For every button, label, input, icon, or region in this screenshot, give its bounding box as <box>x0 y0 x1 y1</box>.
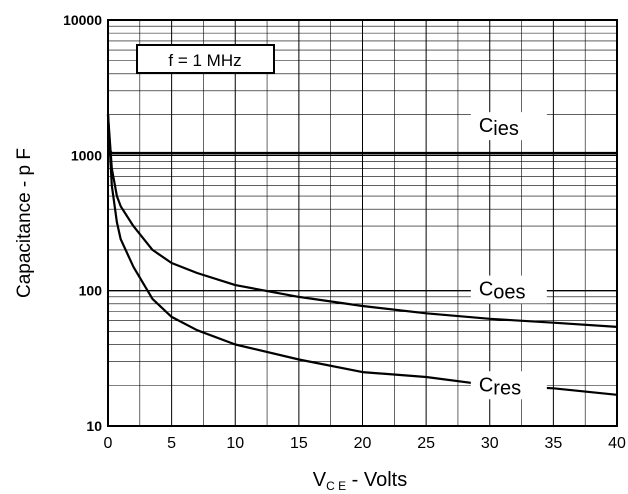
annotation-box <box>136 44 275 74</box>
y-tick-label: 10 <box>86 418 102 434</box>
series-label-bg-cies <box>470 112 547 141</box>
series-label-main: C <box>479 374 493 396</box>
x-tick-label: 35 <box>544 435 562 452</box>
annotation-text: f = 1 MHz <box>168 51 241 70</box>
series-label-bg-coes <box>470 275 547 304</box>
y-tick-label: 10000 <box>63 12 102 28</box>
x-axis-label-main: V <box>313 469 327 491</box>
y-tick-label: 1000 <box>71 147 102 163</box>
y-axis-label: Capacitance - p F <box>14 148 35 298</box>
x-tick-label: 15 <box>290 435 308 452</box>
x-axis-label-suffix: - Volts <box>346 469 407 491</box>
series-group <box>106 114 618 396</box>
x-tick-label: 40 <box>608 435 626 452</box>
y-tick-label: 100 <box>79 283 103 299</box>
series-label-cies: Cies <box>479 115 519 140</box>
series-line-cres <box>106 114 618 396</box>
series-label-sub: res <box>493 377 521 399</box>
x-axis-label: VC E - Volts <box>313 469 408 493</box>
x-tick-label: 0 <box>104 435 113 452</box>
series-label-sub: ies <box>493 118 519 140</box>
x-tick-label: 20 <box>354 435 372 452</box>
series-label-coes: Coes <box>479 279 526 304</box>
series-label-main: C <box>479 115 493 137</box>
series-label-cres: Cres <box>479 374 521 399</box>
frequency-annotation: f = 1 MHz <box>136 44 275 74</box>
x-axis-label-subscript: C E <box>326 479 346 493</box>
y-tick-labels: 10 100 1000 10000 <box>63 12 102 434</box>
x-tick-labels: 0 5 10 15 20 25 30 35 40 <box>104 435 626 452</box>
x-tick-label: 25 <box>417 435 435 452</box>
series-line-coes <box>106 114 618 328</box>
grid <box>108 20 617 426</box>
series-label-main: C <box>479 279 493 301</box>
x-tick-label: 10 <box>226 435 244 452</box>
series-label-bg-cres <box>470 371 547 400</box>
series-label-sub: oes <box>493 282 525 304</box>
x-tick-label: 5 <box>167 435 176 452</box>
x-tick-label: 30 <box>481 435 499 452</box>
plot-frame <box>107 19 618 427</box>
